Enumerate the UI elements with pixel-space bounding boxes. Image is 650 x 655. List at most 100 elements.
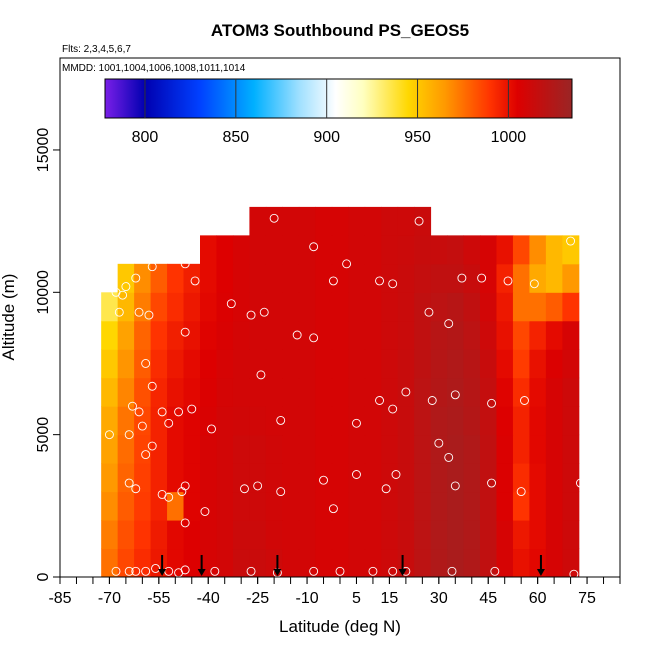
- heat-cell: [232, 377, 250, 407]
- x-tick-label: 75: [578, 590, 596, 607]
- heat-cell: [397, 434, 415, 464]
- obs-point: [180, 518, 190, 528]
- heat-cell: [315, 463, 333, 493]
- heat-cell: [545, 463, 563, 493]
- heat-cell: [249, 263, 267, 293]
- obs-point: [566, 236, 576, 246]
- heat-cell: [529, 491, 547, 521]
- heat-cell: [331, 320, 349, 350]
- heat-cell: [397, 406, 415, 436]
- heat-cell: [480, 463, 497, 493]
- obs-point: [131, 273, 141, 283]
- heat-cell: [117, 377, 135, 407]
- heat-cell: [265, 320, 283, 350]
- heat-cell: [232, 548, 250, 577]
- heat-cell: [397, 491, 415, 521]
- obs-point: [207, 424, 216, 434]
- heat-cell: [249, 434, 267, 464]
- obs-point: [328, 276, 338, 286]
- heat-cell: [282, 235, 300, 265]
- heat-cell: [545, 349, 563, 379]
- heat-cell: [397, 206, 415, 236]
- heat-cell: [101, 491, 119, 521]
- heat-cell: [249, 548, 267, 577]
- heat-cell: [331, 206, 349, 236]
- heat-cell: [463, 491, 481, 521]
- heat-cell: [430, 463, 448, 493]
- x-tick-label: -25: [246, 590, 269, 607]
- heat-cell: [496, 377, 514, 407]
- heat-cell: [216, 235, 234, 265]
- obs-point: [447, 566, 457, 576]
- heat-cell: [282, 406, 300, 436]
- heat-cell: [150, 463, 168, 493]
- heat-cell: [150, 520, 168, 550]
- heat-cell: [397, 263, 415, 293]
- heat-cell: [364, 463, 382, 493]
- obs-point: [388, 279, 398, 289]
- heat-cell: [430, 548, 448, 577]
- heat-cell: [331, 520, 349, 550]
- heat-cell: [381, 548, 399, 577]
- heat-cell: [545, 434, 563, 464]
- heat-cell: [232, 320, 250, 350]
- heat-cell: [183, 463, 201, 493]
- heat-cell: [447, 235, 465, 265]
- heat-cell: [562, 235, 580, 265]
- heat-cell: [529, 263, 547, 293]
- heat-cell: [480, 548, 497, 577]
- heat-cell: [447, 406, 465, 436]
- heat-cell: [249, 349, 267, 379]
- heat-cell: [117, 406, 135, 436]
- heat-cell: [512, 491, 530, 521]
- heat-cell: [315, 548, 333, 577]
- heat-cell: [381, 292, 399, 322]
- x-tick-label: 15: [381, 590, 399, 607]
- heat-cell: [331, 548, 349, 577]
- obs-point: [487, 478, 496, 488]
- heat-cell: [397, 235, 415, 265]
- heat-cell: [298, 377, 316, 407]
- heat-cell: [348, 349, 366, 379]
- heat-cell: [117, 491, 135, 521]
- heat-cell: [364, 320, 382, 350]
- heat-cell: [545, 491, 563, 521]
- subtitle: Flts: 2,3,4,5,6,7: [62, 44, 131, 55]
- heat-cell: [414, 434, 432, 464]
- heat-cell: [562, 434, 580, 464]
- heat-cell: [134, 520, 152, 550]
- obs-point: [180, 565, 190, 575]
- heat-cell: [447, 292, 465, 322]
- heat-cell: [496, 349, 514, 379]
- flight-marker-head: [536, 569, 545, 576]
- heat-cell: [216, 377, 234, 407]
- heat-cell: [331, 263, 349, 293]
- obs-point: [114, 307, 124, 317]
- obs-point: [388, 566, 398, 576]
- heat-cell: [545, 406, 563, 436]
- heat-cell: [150, 263, 168, 293]
- heat-cell: [480, 263, 497, 293]
- obs-point: [457, 273, 467, 283]
- obs-point: [529, 279, 539, 289]
- heat-cell: [216, 463, 234, 493]
- colorbar-tick-label: 900: [313, 129, 340, 146]
- heat-cell: [167, 463, 185, 493]
- heat-cell: [331, 377, 349, 407]
- heat-cell: [134, 349, 152, 379]
- obs-point: [414, 216, 424, 226]
- heat-cell: [529, 406, 547, 436]
- heat-cell: [315, 491, 333, 521]
- heat-cell: [397, 320, 415, 350]
- heat-cell: [381, 235, 399, 265]
- obs-point: [111, 566, 121, 576]
- heat-cell: [134, 463, 152, 493]
- heat-cell: [200, 320, 217, 350]
- obs-point: [124, 430, 134, 440]
- heat-cell: [496, 406, 514, 436]
- y-axis-label: Altitude (m): [0, 274, 18, 361]
- heat-cell: [282, 206, 300, 236]
- heat-cell: [381, 320, 399, 350]
- flight-marker-head: [197, 569, 206, 576]
- flight-marker-head: [158, 569, 167, 576]
